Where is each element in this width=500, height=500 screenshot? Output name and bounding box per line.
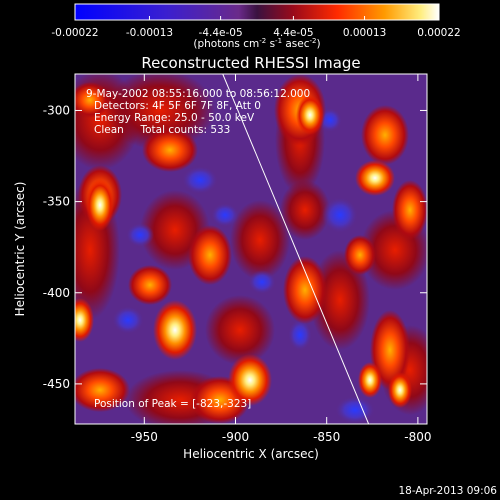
x-tick-label: -850 [313, 430, 340, 444]
heatmap-blue-lows [112, 108, 375, 424]
y-tick-label: -300 [43, 103, 70, 117]
colorbar-tick-label: -0.00022 [51, 27, 98, 39]
annotation-energy-range: Energy Range: 25.0 - 50.0 keV [94, 112, 255, 124]
annotation-peak-position: Position of Peak = [-823,-323] [94, 398, 251, 410]
y-tick-label: -350 [43, 195, 70, 209]
colorbar-tick-label: 0.00022 [417, 27, 460, 39]
x-axis-label: Heliocentric X (arcsec) [183, 447, 319, 461]
annotation-time-range: 9-May-2002 08:55:16.000 to 08:56:12.000 [86, 88, 310, 100]
x-tick-label: -800 [404, 430, 431, 444]
timestamp: 18-Apr-2013 09:06 [398, 485, 497, 497]
y-tick-label: -400 [43, 286, 70, 300]
y-axis-ticks: -300 -350 -400 -450 [43, 103, 427, 391]
annotation-counts: Clean Total counts: 533 [94, 124, 230, 136]
x-tick-label: -900 [222, 430, 249, 444]
solar-limb-line [222, 74, 370, 424]
heatmap-hot-peaks [75, 95, 412, 408]
colorbar-tick-label: 4.4e-05 [273, 27, 313, 39]
x-axis-ticks: -950 -900 -850 -800 [131, 74, 431, 444]
observation-annotations: 9-May-2002 08:55:16.000 to 08:56:12.000 … [86, 88, 310, 410]
x-tick-label: -950 [131, 430, 158, 444]
y-tick-label: -450 [43, 377, 70, 391]
colorbar-ticks: -0.00022 -0.00013 -4.4e-05 4.4e-05 0.00013 0.… [51, 16, 461, 39]
y-axis-label: Heliocentric Y (arcsec) [13, 182, 27, 317]
annotation-detectors: Detectors: 4F 5F 6F 7F 8F, Att 0 [94, 100, 261, 112]
colorbar-tick-label: -0.00013 [126, 27, 173, 39]
chart-title: Reconstructed RHESSI Image [141, 54, 360, 72]
colorbar-tick-label: 0.00013 [343, 27, 386, 39]
colorbar: -0.00022 -0.00013 -4.4e-05 4.4e-05 0.00013 0.… [51, 3, 461, 50]
heatmap-image [75, 74, 427, 424]
colorbar-gradient [74, 3, 440, 21]
colorbar-tick-label: -4.4e-05 [199, 27, 243, 39]
colorbar-unit-label: (photons cm-2 s-1 asec-2) [193, 37, 320, 50]
heatmap-warm-sources [75, 74, 427, 424]
plot-frame [74, 73, 428, 425]
